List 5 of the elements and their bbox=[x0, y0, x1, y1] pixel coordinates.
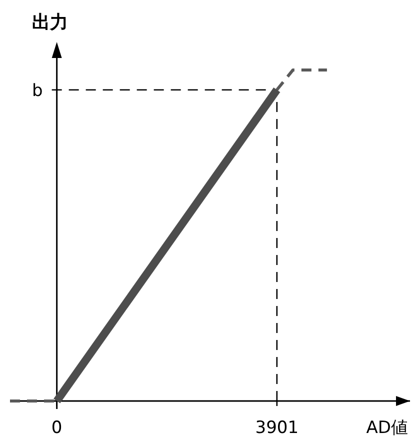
x-tick-label: 0 bbox=[51, 418, 62, 438]
ref-line-label: b bbox=[32, 80, 43, 101]
x-axis-title: AD値 bbox=[366, 418, 408, 438]
y-axis-title: 出力 bbox=[32, 12, 68, 33]
x-tick-label: 3901 bbox=[255, 418, 299, 438]
